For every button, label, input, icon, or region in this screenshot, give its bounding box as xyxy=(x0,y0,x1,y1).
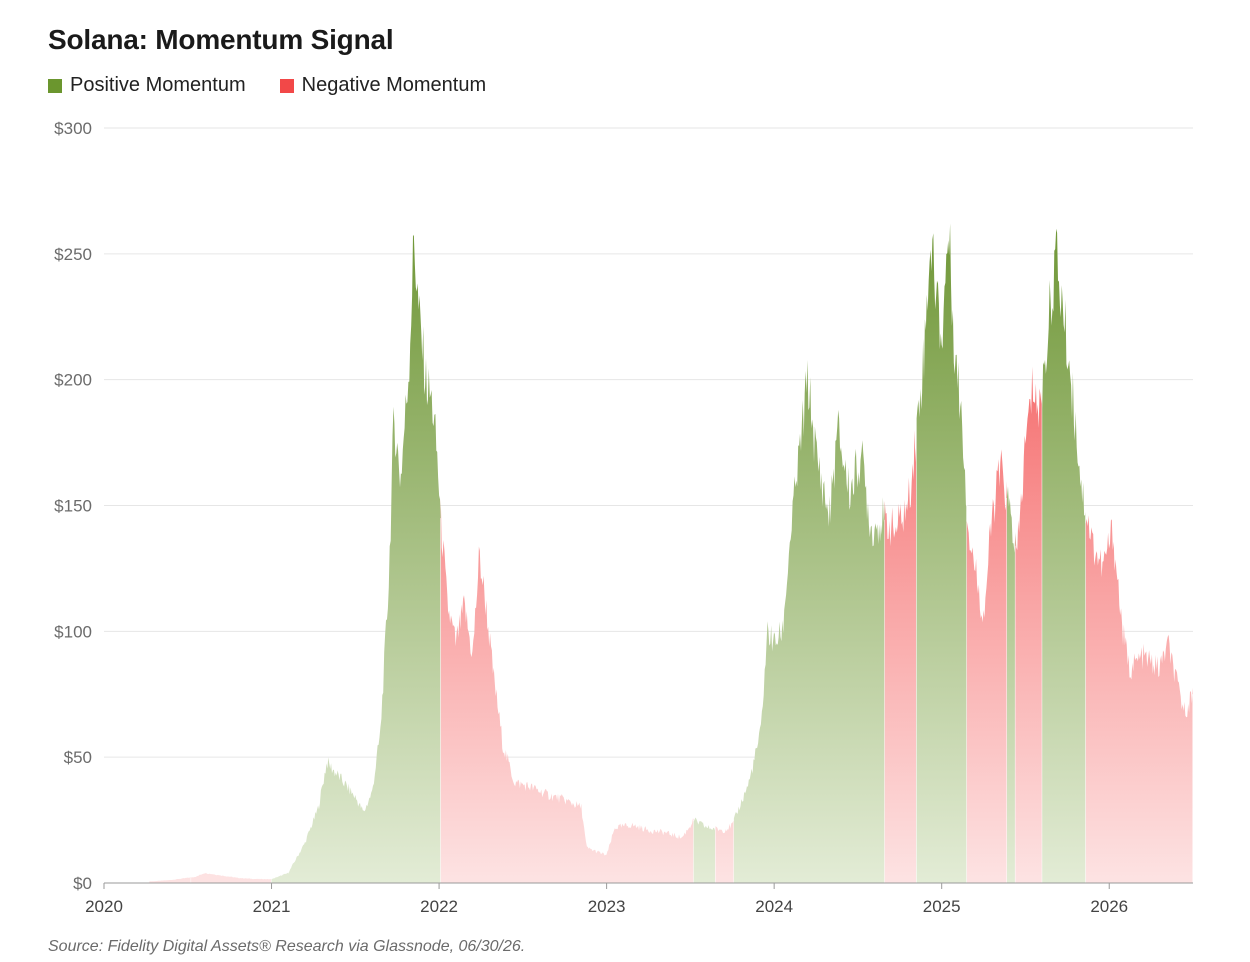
legend-item-negative: Negative Momentum xyxy=(279,74,487,97)
negative-momentum-area xyxy=(1085,515,1193,883)
y-tick-label: $250 xyxy=(54,245,92,264)
x-tick-label: 2022 xyxy=(420,897,458,916)
legend-label-negative: Negative Momentum xyxy=(301,74,487,96)
y-tick-label: $0 xyxy=(73,874,92,893)
legend-label-positive: Positive Momentum xyxy=(70,74,246,96)
y-tick-label: $200 xyxy=(54,371,92,390)
chart-title: Solana: Momentum Signal xyxy=(48,24,394,55)
y-tick-label: $50 xyxy=(64,748,92,767)
x-tick-label: 2026 xyxy=(1090,897,1128,916)
legend-swatch-positive xyxy=(48,78,62,93)
x-tick-label: 2021 xyxy=(253,897,291,916)
negative-momentum-area xyxy=(884,430,917,883)
negative-momentum-area xyxy=(440,498,694,883)
negative-momentum-area xyxy=(966,449,1007,883)
positive-momentum-area xyxy=(733,360,885,883)
source-note: Source: Fidelity Digital Assets® Researc… xyxy=(48,938,526,955)
negative-momentum-area xyxy=(715,820,734,883)
y-tick-label: $100 xyxy=(54,622,92,641)
x-tick-label: 2020 xyxy=(85,897,123,916)
positive-momentum-area xyxy=(271,234,441,884)
legend: Positive Momentum Negative Momentum xyxy=(48,74,520,97)
x-tick-label: 2025 xyxy=(923,897,961,916)
negative-momentum-area xyxy=(1015,366,1043,883)
y-tick-label: $150 xyxy=(54,497,92,516)
positive-momentum-area xyxy=(1007,486,1016,883)
y-tick-label: $300 xyxy=(54,119,92,138)
legend-swatch-negative xyxy=(279,78,294,93)
positive-momentum-area xyxy=(693,817,716,883)
positive-momentum-area xyxy=(916,223,967,883)
x-tick-label: 2023 xyxy=(588,897,626,916)
x-tick-label: 2024 xyxy=(755,897,793,916)
negative-momentum-area xyxy=(191,872,272,883)
negative-momentum-area xyxy=(149,877,192,883)
positive-momentum-area xyxy=(1042,228,1086,883)
legend-item-positive: Positive Momentum xyxy=(48,74,246,97)
